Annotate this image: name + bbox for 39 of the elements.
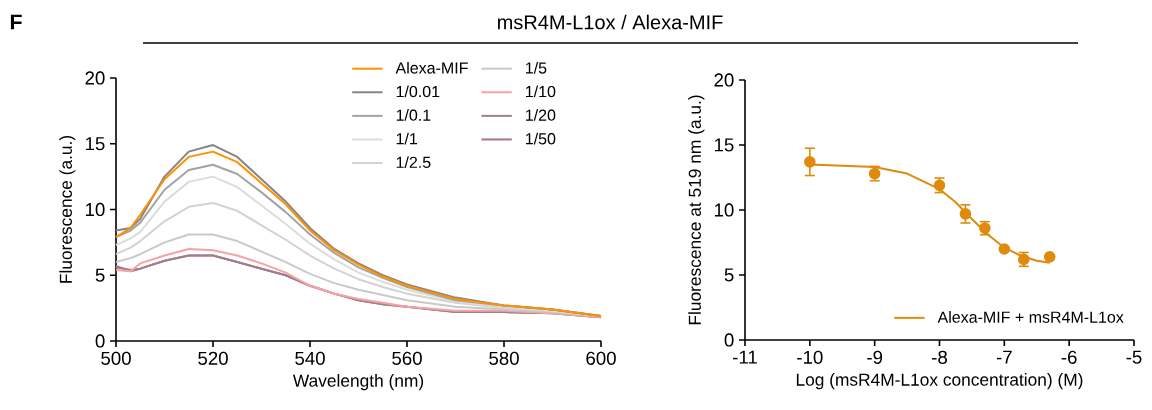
legend-label: 1/5 <box>526 61 547 74</box>
x-tick-label: 580 <box>489 351 519 365</box>
x-tick-label: 520 <box>198 351 228 365</box>
y-tick-label: 0 <box>95 334 105 348</box>
x-tick-label: 500 <box>101 351 131 365</box>
x-tick-label: -8 <box>932 350 947 364</box>
legend-label: 1/20 <box>526 109 556 121</box>
legend-label: 1/0.01 <box>396 85 440 98</box>
x-tick-label: -11 <box>733 350 757 364</box>
x-tick-label: -7 <box>996 350 1012 364</box>
x-axis-title: Log (msR4M-L1ox concentration) (M) <box>796 373 1083 390</box>
x-tick-label: -6 <box>1061 350 1077 364</box>
x-tick-label: 600 <box>586 351 616 365</box>
legend-label: 1/0.1 <box>396 109 431 121</box>
y-tick-label: 15 <box>85 137 105 151</box>
y-axis-title: Fluorescence (a.u.) <box>59 135 76 283</box>
x-tick-label: 540 <box>295 351 325 365</box>
x-tick-label: -5 <box>1126 350 1142 364</box>
y-tick-label: 20 <box>714 73 734 87</box>
y-tick-label: 15 <box>714 138 734 152</box>
y-tick-label: 10 <box>714 203 734 217</box>
x-tick-label: 560 <box>392 351 422 365</box>
x-axis-title: Wavelength (nm) <box>292 374 424 391</box>
y-tick-label: 10 <box>85 202 105 217</box>
text: F <box>10 14 22 30</box>
x-tick-label: -9 <box>867 350 883 364</box>
legend-label: Alexa-MIF + msR4M-L1ox <box>937 311 1124 323</box>
y-tick-label: 5 <box>724 268 734 282</box>
legend-label: 1/1 <box>396 132 418 145</box>
y-tick-label: 0 <box>724 333 734 347</box>
legend-label: 1/10 <box>526 85 556 98</box>
x-tick-label: -10 <box>797 350 823 364</box>
y-tick-label: 20 <box>85 71 105 85</box>
legend-label: 1/50 <box>526 132 556 145</box>
chart-title: msR4M-L1ox / Alexa-MIF <box>497 14 723 30</box>
y-tick-label: 5 <box>95 268 105 282</box>
y-axis-title: Fluorescence at 519 nm (a.u.) <box>688 95 705 325</box>
legend-label: Alexa-MIF <box>395 61 468 74</box>
legend-label: 1/2.5 <box>396 156 431 168</box>
